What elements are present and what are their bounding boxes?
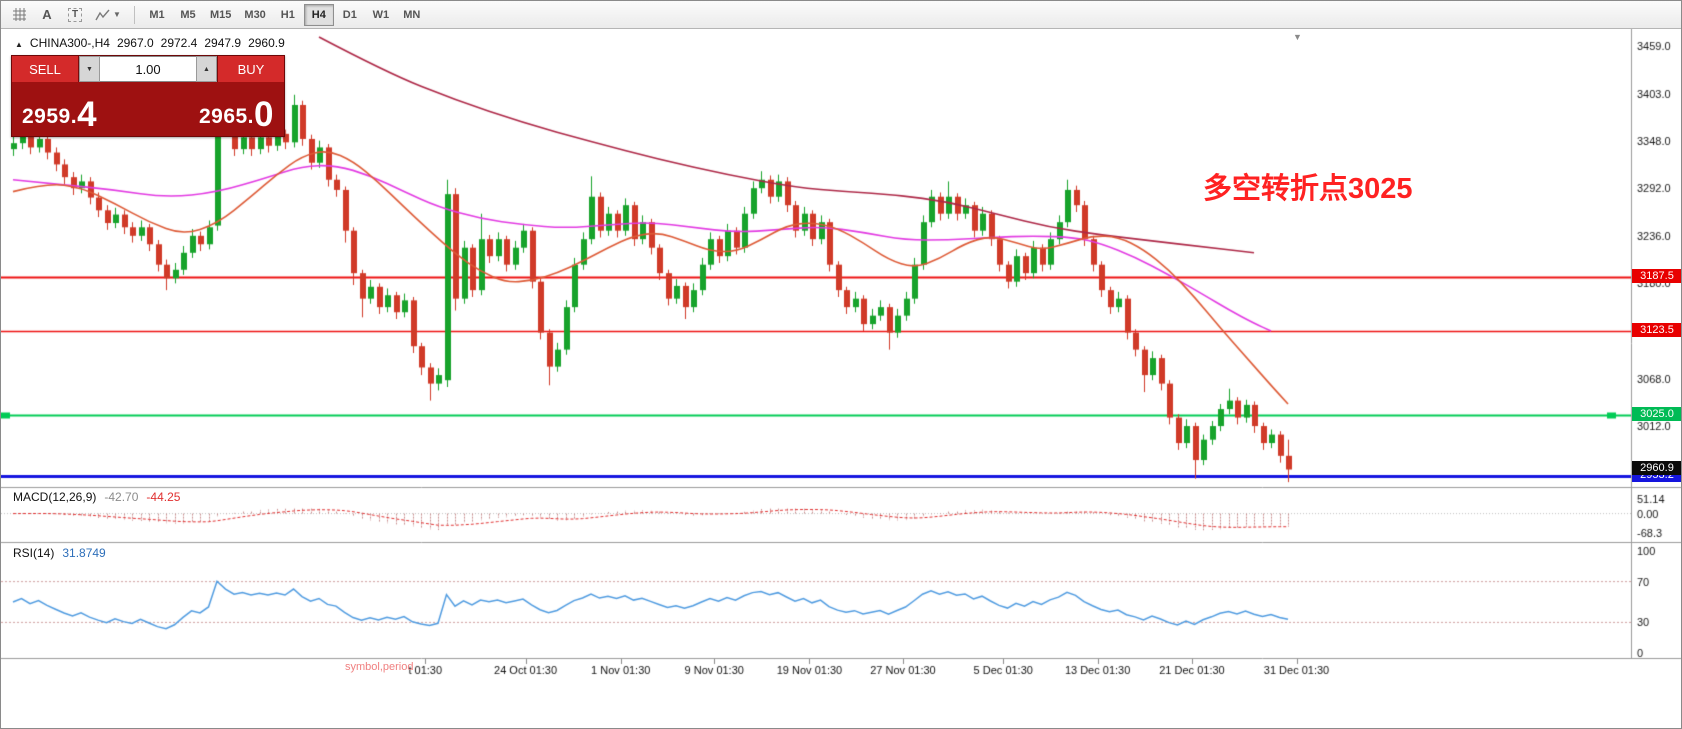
price-axis-badge: 3025.0 bbox=[1632, 407, 1681, 422]
chevron-down-icon: ▼ bbox=[86, 65, 93, 73]
macd-main-value: -42.70 bbox=[104, 490, 139, 504]
text-label-tool-icon[interactable]: A bbox=[33, 4, 61, 26]
indicators-tool-icon[interactable]: ▼ bbox=[89, 4, 127, 26]
letter-t-glyph: T bbox=[67, 7, 83, 22]
quote-low: 2947.9 bbox=[204, 36, 242, 50]
chart-canvas[interactable] bbox=[1, 29, 1681, 728]
rsi-value: 31.8749 bbox=[62, 546, 106, 560]
sell-price-display: 2959. 4 bbox=[22, 95, 98, 134]
crosshair-grid-glyph bbox=[12, 8, 26, 21]
rsi-name: RSI(14) bbox=[13, 546, 55, 560]
buy-price-main: 2965. bbox=[198, 105, 255, 128]
rsi-indicator-label: RSI(14) 31.8749 bbox=[13, 546, 106, 560]
buy-button[interactable]: BUY bbox=[217, 56, 284, 82]
quote-open: 2967.0 bbox=[116, 36, 154, 50]
timeframe-button-m30[interactable]: M30 bbox=[238, 4, 271, 26]
sell-button[interactable]: SELL bbox=[12, 56, 79, 82]
timeframe-button-h4[interactable]: H4 bbox=[303, 3, 334, 26]
symbol-marker-icon: ▲ bbox=[15, 40, 23, 49]
price-axis-badge: 3123.5 bbox=[1632, 323, 1681, 338]
quote-high: 2972.4 bbox=[160, 36, 198, 50]
timeframe-button-m1[interactable]: M1 bbox=[142, 4, 172, 26]
macd-name: MACD(12,26,9) bbox=[13, 490, 97, 504]
sell-price-big-digit: 4 bbox=[77, 95, 98, 134]
timeframe-button-mn[interactable]: MN bbox=[397, 4, 427, 26]
timeframe-button-w1[interactable]: W1 bbox=[366, 4, 396, 26]
buy-price-big-digit: 0 bbox=[254, 95, 274, 134]
volume-down-button[interactable]: ▼ bbox=[79, 56, 100, 82]
timeframe-button-h1[interactable]: H1 bbox=[273, 4, 303, 26]
chart-area: ▲ CHINA300-,H4 2967.0 2972.4 2947.9 2960… bbox=[1, 29, 1681, 728]
quote-symbol: CHINA300-,H4 bbox=[29, 36, 110, 50]
sell-price-main: 2959. bbox=[22, 105, 78, 128]
timeframe-button-d1[interactable]: D1 bbox=[335, 4, 365, 26]
text-box-tool-icon[interactable]: T bbox=[61, 4, 89, 26]
price-axis-badge: 3187.5 bbox=[1632, 268, 1681, 283]
trade-panel-top-row: SELL ▼ ▲ BUY bbox=[12, 56, 284, 82]
crosshair-tool-icon[interactable] bbox=[5, 4, 33, 26]
quote-close: 2960.9 bbox=[248, 36, 285, 50]
macd-signal-value: -44.25 bbox=[146, 490, 181, 504]
trade-panel-price-row: 2959. 4 2965. 0 bbox=[12, 82, 284, 136]
chevron-down-icon: ▼ bbox=[113, 10, 121, 19]
one-click-trading-panel: SELL ▼ ▲ BUY 2959. 4 2965. 0 bbox=[11, 55, 285, 137]
chart-shift-icon[interactable]: ▼ bbox=[1293, 32, 1302, 42]
watermark-text: symbol,period bbox=[345, 661, 414, 673]
toolbar-separator bbox=[134, 5, 135, 24]
timeframe-button-m5[interactable]: M5 bbox=[173, 4, 203, 26]
chart-annotation-text: 多空转折点3025 bbox=[1203, 173, 1413, 205]
toolbar: A T ▼ M1 M5 M15 M30 H1 H4 D1 W1 MN bbox=[1, 1, 1681, 29]
timeframe-buttons: M1 M5 M15 M30 H1 H4 D1 W1 MN bbox=[142, 3, 427, 26]
buy-price-display: 2965. 0 bbox=[198, 95, 274, 134]
timeframe-button-m15[interactable]: M15 bbox=[204, 4, 237, 26]
zigzag-chart-glyph bbox=[95, 9, 110, 20]
chevron-up-icon: ▲ bbox=[203, 65, 210, 73]
quote-header: ▲ CHINA300-,H4 2967.0 2972.4 2947.9 2960… bbox=[15, 36, 285, 50]
volume-input[interactable] bbox=[100, 56, 196, 82]
macd-indicator-label: MACD(12,26,9) -42.70 -44.25 bbox=[13, 490, 180, 504]
letter-a-glyph: A bbox=[42, 7, 52, 22]
volume-up-button[interactable]: ▲ bbox=[196, 56, 217, 82]
price-axis-badge: 2960.9 bbox=[1632, 461, 1681, 476]
